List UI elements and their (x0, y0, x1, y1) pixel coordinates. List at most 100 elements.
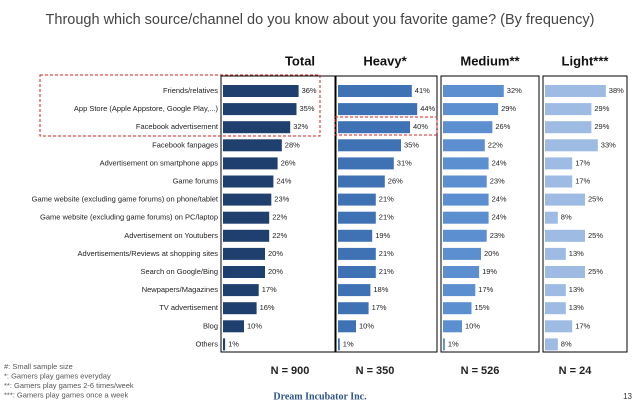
value-label: 19% (482, 267, 497, 276)
value-label: 10% (359, 321, 374, 330)
panel-title: Light*** (562, 53, 610, 68)
value-label: 13% (569, 303, 584, 312)
bar (338, 266, 376, 278)
value-label: 32% (293, 122, 308, 131)
value-label: 21% (379, 249, 394, 258)
bar (545, 338, 558, 351)
bar (338, 139, 401, 152)
bar (545, 139, 598, 152)
value-label: 18% (373, 285, 388, 294)
category-label: Advertisements/Reviews at shopping sites (78, 249, 219, 258)
bar (443, 85, 504, 97)
panel-title: Total (285, 53, 315, 68)
bar (443, 266, 480, 278)
sample-size: N = 350 (356, 365, 395, 377)
bar (338, 284, 371, 297)
value-label: 36% (302, 86, 317, 95)
category-label: Game website (excluding game forums) on … (40, 213, 218, 222)
bar (223, 211, 270, 224)
bar (443, 284, 476, 297)
bar (443, 229, 487, 242)
value-label: 26% (388, 176, 403, 185)
sample-size: N = 526 (461, 365, 500, 377)
sample-size: N = 900 (271, 365, 310, 377)
bar (338, 103, 418, 116)
value-label: 32% (507, 86, 522, 95)
value-label: 35% (300, 104, 315, 113)
value-label: 17% (575, 158, 590, 167)
page-number: 13 (623, 392, 632, 401)
panel-frame (542, 75, 628, 353)
bar (338, 229, 373, 242)
bar (443, 302, 472, 315)
category-label: Friends/relatives (163, 86, 218, 95)
value-label: 19% (375, 231, 390, 240)
bar (223, 302, 257, 315)
category-label: Blog (203, 321, 218, 330)
value-label: 29% (501, 104, 516, 113)
bar (443, 211, 489, 224)
bar (223, 284, 259, 297)
value-label: 23% (490, 231, 505, 240)
value-label: 25% (588, 267, 603, 276)
sample-size: N = 24 (559, 365, 593, 377)
footer: Dream Incubator Inc. (273, 391, 367, 402)
chart-title: Through which source/channel do you know… (46, 12, 595, 28)
value-label: 1% (448, 339, 459, 348)
value-label: 22% (272, 213, 287, 222)
panel-title: Medium** (460, 53, 520, 68)
category-label: Search on Google/Bing (140, 267, 218, 276)
bar (338, 193, 376, 206)
highlight-box (334, 116, 438, 136)
bar (223, 157, 278, 170)
value-label: 41% (415, 86, 430, 95)
category-label: Facebook advertisement (136, 122, 219, 131)
bar (223, 121, 291, 134)
footnote: *: Gamers play games everyday (4, 371, 111, 380)
value-label: 10% (247, 321, 262, 330)
value-label: 29% (594, 122, 609, 131)
bar (338, 211, 376, 224)
panel-frame (440, 75, 540, 353)
bar (545, 157, 573, 170)
value-label: 21% (379, 267, 394, 276)
value-label: 23% (274, 195, 289, 204)
footnote: **: Gamers play games 2-6 times/week (4, 381, 134, 390)
bar (545, 266, 585, 278)
value-label: 24% (276, 176, 291, 185)
bar (223, 338, 226, 351)
value-label: 23% (490, 176, 505, 185)
category-label: Newpapers/Magazines (142, 285, 219, 294)
footnote: #: Small sample size (4, 362, 73, 371)
bar (545, 211, 558, 224)
value-label: 31% (397, 158, 412, 167)
bar (545, 85, 606, 97)
bar (443, 103, 499, 116)
value-label: 33% (601, 140, 616, 149)
bar (338, 338, 340, 351)
panel-title: Heavy* (363, 53, 407, 68)
value-label: 13% (569, 249, 584, 258)
bar (443, 121, 493, 134)
bar (223, 139, 282, 152)
bar (338, 121, 410, 134)
category-label: Advertisement on Youtubers (124, 231, 218, 240)
value-label: 8% (561, 339, 572, 348)
bar (223, 103, 297, 116)
bar (223, 85, 299, 97)
value-label: 13% (569, 285, 584, 294)
panel-frame (220, 75, 336, 353)
bar (545, 320, 573, 333)
value-label: 38% (609, 86, 624, 95)
bar (443, 320, 462, 333)
value-label: 20% (268, 249, 283, 258)
value-label: 21% (379, 195, 394, 204)
bar (545, 175, 573, 188)
bar (338, 302, 369, 315)
value-label: 26% (495, 122, 510, 131)
value-label: 25% (588, 195, 603, 204)
bar (443, 338, 445, 351)
value-label: 25% (588, 231, 603, 240)
bar (443, 175, 487, 188)
